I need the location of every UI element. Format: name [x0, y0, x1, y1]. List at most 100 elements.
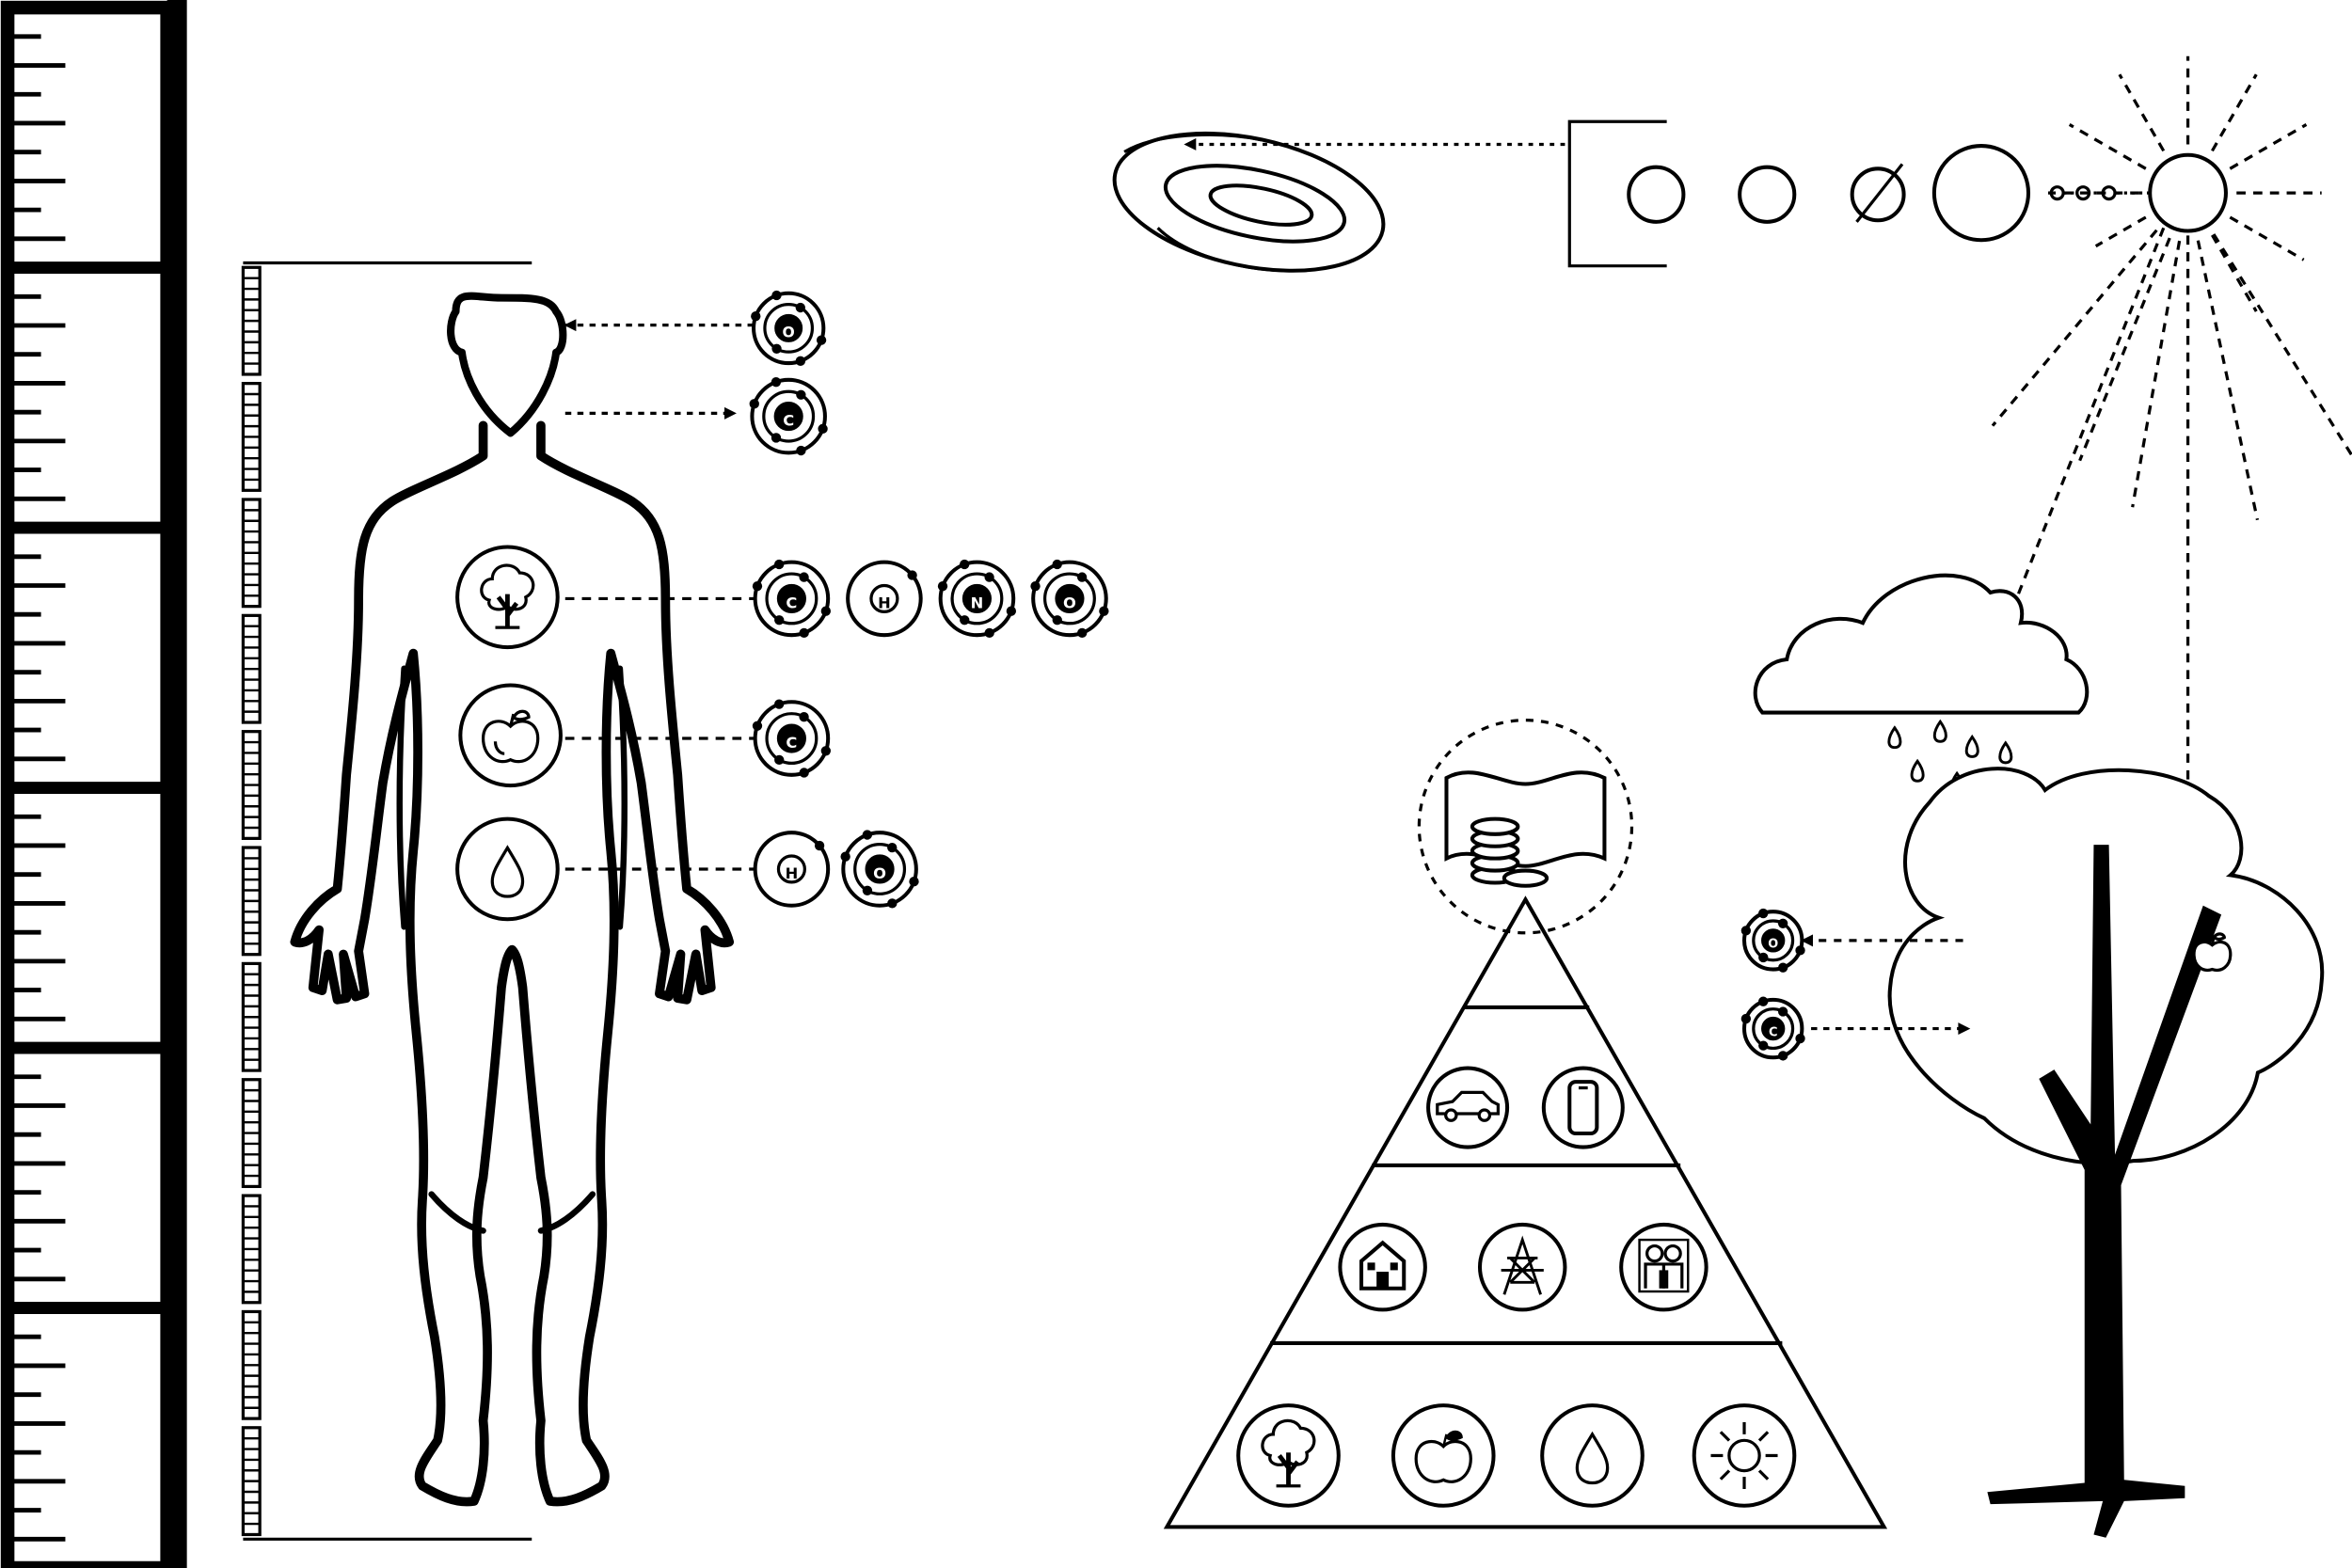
electron: [1777, 1006, 1788, 1017]
atom-n: N: [937, 559, 1017, 639]
money-coins-icon: [1444, 770, 1607, 888]
house-icon: [1359, 1240, 1406, 1291]
electron: [1777, 918, 1788, 928]
atom-symbol: O: [1768, 938, 1778, 952]
water-drop-icon: [1575, 1431, 1610, 1485]
pyramid-car-icon: [1426, 1066, 1510, 1149]
tree-trunk: [1987, 845, 2222, 1538]
electron: [1077, 627, 1088, 639]
electron: [1758, 1040, 1769, 1051]
electron: [820, 606, 831, 616]
tree-icon: [480, 563, 535, 629]
rain-drop: [1998, 740, 2013, 765]
electron: [752, 721, 763, 731]
atom-h: H: [753, 831, 831, 908]
apple-icon: [1414, 1430, 1472, 1483]
electron: [771, 343, 782, 354]
electron: [887, 898, 898, 909]
sun-ray: [2094, 215, 2147, 248]
atom-o: O: [1740, 908, 1805, 973]
atom-symbol: H: [786, 864, 799, 882]
organ-tree: [455, 545, 560, 650]
sun-ray: [2078, 237, 2171, 462]
electron: [1006, 606, 1017, 616]
electron: [774, 754, 785, 766]
atom-o: O: [1030, 559, 1109, 639]
atom-symbol: O: [783, 325, 795, 341]
electron: [771, 290, 782, 301]
electron: [960, 615, 970, 626]
electron: [774, 615, 785, 626]
electron: [799, 627, 809, 639]
organ-water: [455, 816, 560, 922]
pyramid-apex: [1417, 719, 1634, 935]
sun-ray: [2068, 123, 2147, 170]
atom-symbol: O: [1063, 594, 1076, 611]
electron: [960, 559, 970, 570]
electron: [909, 877, 919, 887]
electron: [1795, 945, 1805, 956]
electron: [818, 423, 828, 435]
pyramid-house-icon: [1338, 1222, 1427, 1312]
pyramid-water-drop-icon: [1540, 1403, 1645, 1508]
electron: [749, 399, 759, 409]
atom-o: O: [840, 830, 919, 909]
electron: [1758, 952, 1769, 963]
power-tower-icon: [1501, 1235, 1544, 1295]
atom-symbol: C: [786, 594, 797, 611]
electron: [795, 302, 805, 313]
sun-ray: [2211, 234, 2258, 312]
electron: [795, 356, 806, 366]
pyramid-sun-icon: [1692, 1403, 1797, 1508]
sun-ray: [2118, 73, 2166, 152]
water-drop-icon: [490, 845, 525, 898]
electron: [984, 572, 994, 582]
electron: [1076, 572, 1088, 582]
electron: [840, 851, 850, 862]
electron: [1778, 1051, 1788, 1061]
electron: [771, 433, 782, 443]
electron: [1099, 606, 1109, 616]
rain-drop: [1887, 725, 1902, 750]
tree-apple: [2192, 932, 2233, 972]
cloud-icon: [1753, 573, 2090, 715]
family-icon: [1638, 1238, 1690, 1293]
electron: [1740, 926, 1752, 936]
electron: [773, 699, 785, 709]
electron: [937, 581, 948, 592]
electron: [796, 445, 806, 456]
atom-o: O: [751, 290, 827, 366]
sun-ray: [2131, 240, 2182, 508]
atom-symbol: C: [1769, 1025, 1777, 1039]
sun-ray: [2229, 215, 2305, 261]
ruler-ticks: [8, 34, 167, 1542]
rain-drop: [1964, 734, 1979, 758]
human-outline: [290, 420, 735, 1507]
atom-h: H: [846, 560, 923, 638]
apple-icon: [481, 709, 540, 764]
human-figure: [290, 292, 735, 1507]
pyramid-icons: [1236, 1066, 1797, 1508]
sun-ray: [2211, 73, 2258, 152]
atom-symbol: C: [786, 734, 797, 752]
electron: [752, 581, 763, 592]
planet-crossed-circle: [1850, 166, 1906, 223]
planets: [1627, 144, 2031, 243]
tree-icon: [1261, 1418, 1316, 1488]
atom-symbol: O: [873, 864, 886, 882]
electron: [1795, 1033, 1805, 1044]
scale-cells: [241, 265, 262, 1537]
solar-system-bracket: [1567, 119, 1667, 268]
pyramid-tree-icon: [1236, 1403, 1341, 1508]
atom-c: C: [752, 699, 831, 778]
human-atoms: O C C H N O C H O: [749, 290, 1109, 909]
sun-ray: [2196, 240, 2260, 521]
electron: [1030, 581, 1041, 592]
electron: [751, 311, 761, 322]
electron: [820, 746, 831, 756]
planet-large-circle: [1931, 144, 2031, 243]
electron: [1052, 615, 1062, 626]
atom-c: C: [749, 376, 828, 456]
pyramid-power-tower-icon: [1477, 1222, 1567, 1312]
